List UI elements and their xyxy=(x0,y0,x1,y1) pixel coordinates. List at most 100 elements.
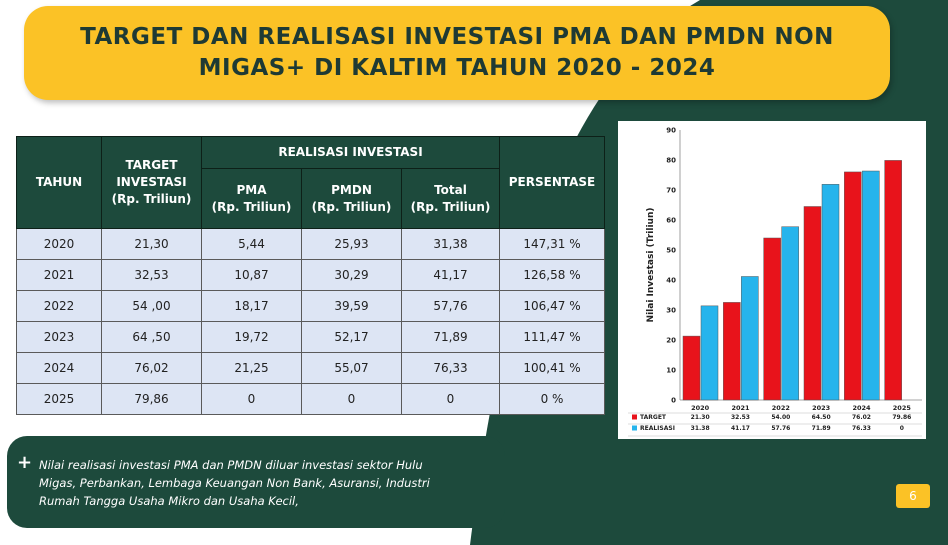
data-label-realisasi: 41.17 xyxy=(731,425,750,432)
header-target: TARGET INVESTASI (Rp. Triliun) xyxy=(101,136,202,229)
investment-table: TAHUN TARGET INVESTASI (Rp. Triliun) REA… xyxy=(16,136,605,415)
y-tick-label: 20 xyxy=(666,337,676,345)
footnote-box: + Nilai realisasi investasi PMA dan PMDN… xyxy=(7,436,505,528)
y-tick-label: 70 xyxy=(666,187,676,195)
data-label-realisasi: 57.76 xyxy=(771,425,790,432)
y-axis-label: Nilai Investasi (Triliun) xyxy=(646,208,656,323)
table-row: 2025 79,86 0 0 0 0 % xyxy=(16,383,605,415)
bar-realisasi xyxy=(862,170,880,401)
bar-realisasi xyxy=(700,305,719,401)
header-realisasi: REALISASI INVESTASI xyxy=(201,136,500,169)
y-tick-label: 60 xyxy=(666,217,676,225)
cell-pmdn: 55,07 xyxy=(301,352,402,384)
data-label-target: 54.00 xyxy=(771,414,790,421)
data-label-target: 79.86 xyxy=(892,414,911,421)
bar-realisasi xyxy=(741,276,759,401)
cell-tahun: 2024 xyxy=(16,352,102,384)
cell-total: 0 xyxy=(401,383,500,415)
cell-pma: 5,44 xyxy=(201,228,302,260)
bar-realisasi xyxy=(821,184,840,401)
cell-pmdn: 25,93 xyxy=(301,228,402,260)
cell-target: 64 ,50 xyxy=(101,321,202,353)
footnote-line-2: Migas, Perbankan, Lembaga Keuangan Non B… xyxy=(39,476,430,490)
y-tick-label: 0 xyxy=(671,397,676,405)
y-tick-label: 40 xyxy=(666,277,676,285)
cell-total: 71,89 xyxy=(401,321,500,353)
cell-pma: 18,17 xyxy=(201,290,302,322)
cell-pmdn: 52,17 xyxy=(301,321,402,353)
table-row: 2024 76,02 21,25 55,07 76,33 100,41 % xyxy=(16,352,605,384)
header-target-line-3: (Rp. Triliun) xyxy=(111,192,192,206)
cell-persentase: 0 % xyxy=(499,383,605,415)
bar-realisasi xyxy=(781,226,799,401)
footnote-line-1: Nilai realisasi investasi PMA dan PMDN d… xyxy=(39,458,423,472)
y-tick-label: 50 xyxy=(666,247,676,255)
cell-tahun: 2020 xyxy=(16,228,102,260)
cell-target: 79,86 xyxy=(101,383,202,415)
data-label-realisasi: 71.89 xyxy=(812,425,831,432)
data-label-target: 76.02 xyxy=(852,414,871,421)
x-tick-label: 2024 xyxy=(852,404,871,412)
header-pmdn: PMDN (Rp. Triliun) xyxy=(301,168,402,229)
data-label-realisasi: 76.33 xyxy=(852,425,871,432)
y-tick-label: 90 xyxy=(666,127,676,135)
header-total-line-2: (Rp. Triliun) xyxy=(410,199,491,214)
bar-target xyxy=(682,335,701,401)
cell-persentase: 147,31 % xyxy=(499,228,605,260)
bar-target xyxy=(723,302,741,401)
legend-label-realisasi: REALISASI xyxy=(640,425,675,432)
cell-total: 57,76 xyxy=(401,290,500,322)
cell-tahun: 2025 xyxy=(16,383,102,415)
footnote-line-3: Rumah Tangga Usaha Mikro dan Usaha Kecil… xyxy=(39,494,299,508)
plus-icon: + xyxy=(17,452,33,473)
header-pma-line-2: (Rp. Triliun) xyxy=(211,199,292,214)
data-label-target: 32.53 xyxy=(731,414,750,421)
legend-label-target: TARGET xyxy=(640,414,667,421)
page-number: 6 xyxy=(896,484,930,508)
y-tick-label: 30 xyxy=(666,307,676,315)
header-pma: PMA (Rp. Triliun) xyxy=(201,168,302,229)
data-label-target: 64.50 xyxy=(812,414,831,421)
data-label-realisasi: 31.38 xyxy=(691,425,710,432)
data-label-realisasi: 0 xyxy=(900,425,904,432)
cell-tahun: 2021 xyxy=(16,259,102,291)
x-tick-label: 2023 xyxy=(812,404,830,412)
bar-target xyxy=(884,160,902,401)
cell-target: 54 ,00 xyxy=(101,290,202,322)
page-title-line-2: MIGAS+ DI KALTIM TAHUN 2020 - 2024 xyxy=(198,55,716,81)
bar-target xyxy=(763,237,781,401)
legend-swatch-target xyxy=(632,414,637,420)
header-target-line-1: TARGET xyxy=(125,158,178,172)
table-row: 2022 54 ,00 18,17 39,59 57,76 106,47 % xyxy=(16,290,605,322)
table-row: 2020 21,30 5,44 25,93 31,38 147,31 % xyxy=(16,228,605,260)
cell-persentase: 100,41 % xyxy=(499,352,605,384)
x-tick-label: 2021 xyxy=(731,404,750,412)
data-label-target: 21.30 xyxy=(691,414,710,421)
header-target-line-2: INVESTASI xyxy=(116,175,187,189)
header-pma-line-1: PMA xyxy=(236,182,267,197)
x-tick-label: 2020 xyxy=(691,404,710,412)
cell-pma: 10,87 xyxy=(201,259,302,291)
cell-persentase: 106,47 % xyxy=(499,290,605,322)
bar-target xyxy=(803,206,822,401)
cell-pmdn: 30,29 xyxy=(301,259,402,291)
header-total: Total (Rp. Triliun) xyxy=(401,168,500,229)
cell-pma: 19,72 xyxy=(201,321,302,353)
cell-total: 31,38 xyxy=(401,228,500,260)
bar-target xyxy=(844,171,862,401)
page-title-line-1: TARGET DAN REALISASI INVESTASI PMA DAN P… xyxy=(80,24,834,50)
cell-persentase: 111,47 % xyxy=(499,321,605,353)
legend-swatch-realisasi xyxy=(632,425,637,431)
header-tahun: TAHUN xyxy=(16,136,102,229)
y-tick-label: 10 xyxy=(666,367,676,375)
y-tick-label: 80 xyxy=(666,157,676,165)
cell-persentase: 126,58 % xyxy=(499,259,605,291)
footnote-text: Nilai realisasi investasi PMA dan PMDN d… xyxy=(39,456,499,510)
header-pmdn-line-1: PMDN xyxy=(331,182,372,197)
title-banner: TARGET DAN REALISASI INVESTASI PMA DAN P… xyxy=(24,6,890,100)
table-row: 2021 32,53 10,87 30,29 41,17 126,58 % xyxy=(16,259,605,291)
header-pmdn-line-2: (Rp. Triliun) xyxy=(311,199,392,214)
cell-tahun: 2022 xyxy=(16,290,102,322)
x-tick-label: 2025 xyxy=(893,404,912,412)
